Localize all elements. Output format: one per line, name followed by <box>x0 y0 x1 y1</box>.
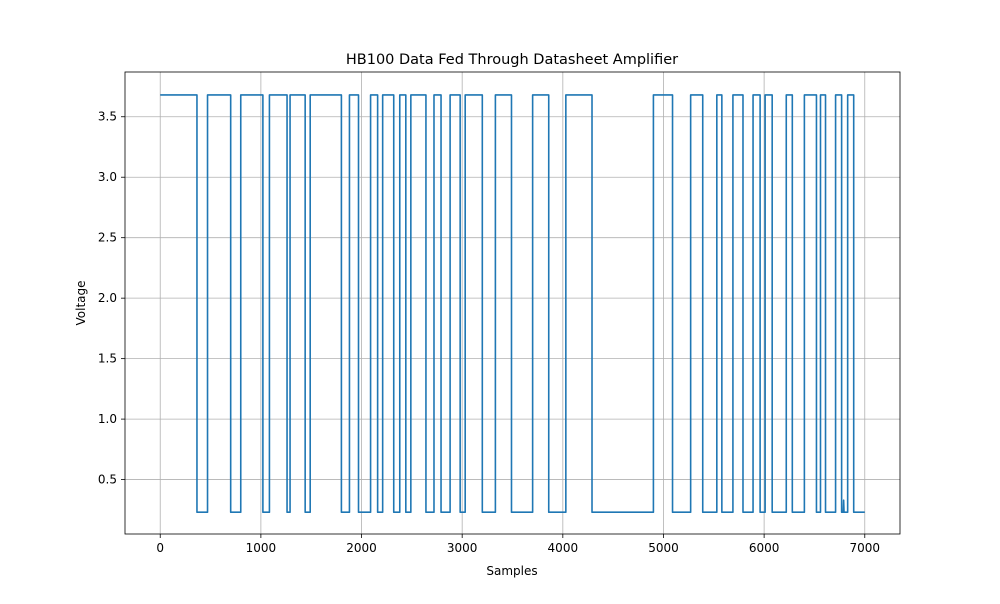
x-tick-label: 1000 <box>246 541 277 555</box>
x-tick-label: 5000 <box>648 541 679 555</box>
x-tick-label: 6000 <box>749 541 780 555</box>
y-tick-label: 2.0 <box>98 291 117 305</box>
plot-area <box>125 72 900 534</box>
y-tick-label: 1.0 <box>98 412 117 426</box>
y-tick-label: 1.5 <box>98 352 117 366</box>
series-layer <box>160 94 865 514</box>
y-tick-label: 0.5 <box>98 473 117 487</box>
x-tick-label: 3000 <box>447 541 478 555</box>
y-axis: 0.5 1.0 1.5 2.0 2.5 3.0 3.5 <box>98 110 125 487</box>
x-tick-label: 2000 <box>346 541 377 555</box>
x-tick-label: 4000 <box>548 541 579 555</box>
x-axis: 0 1000 2000 3000 4000 5000 6000 7000 <box>156 534 880 555</box>
chart-title: HB100 Data Fed Through Datasheet Amplifi… <box>346 52 678 68</box>
x-tick-label: 0 <box>156 541 164 555</box>
grid <box>125 72 900 534</box>
y-axis-label: Voltage <box>74 280 88 325</box>
axes-frame <box>124 71 901 535</box>
y-tick-label: 3.5 <box>98 110 117 124</box>
y-tick-label: 3.0 <box>98 170 117 184</box>
y-tick-label: 2.5 <box>98 231 117 245</box>
series-line <box>160 94 865 514</box>
x-tick-label: 7000 <box>849 541 880 555</box>
x-axis-label: Samples <box>486 564 537 578</box>
